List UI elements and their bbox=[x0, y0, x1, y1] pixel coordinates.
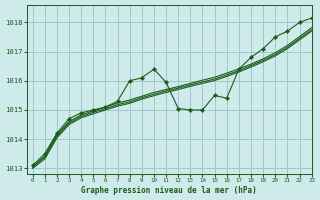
X-axis label: Graphe pression niveau de la mer (hPa): Graphe pression niveau de la mer (hPa) bbox=[81, 186, 257, 195]
